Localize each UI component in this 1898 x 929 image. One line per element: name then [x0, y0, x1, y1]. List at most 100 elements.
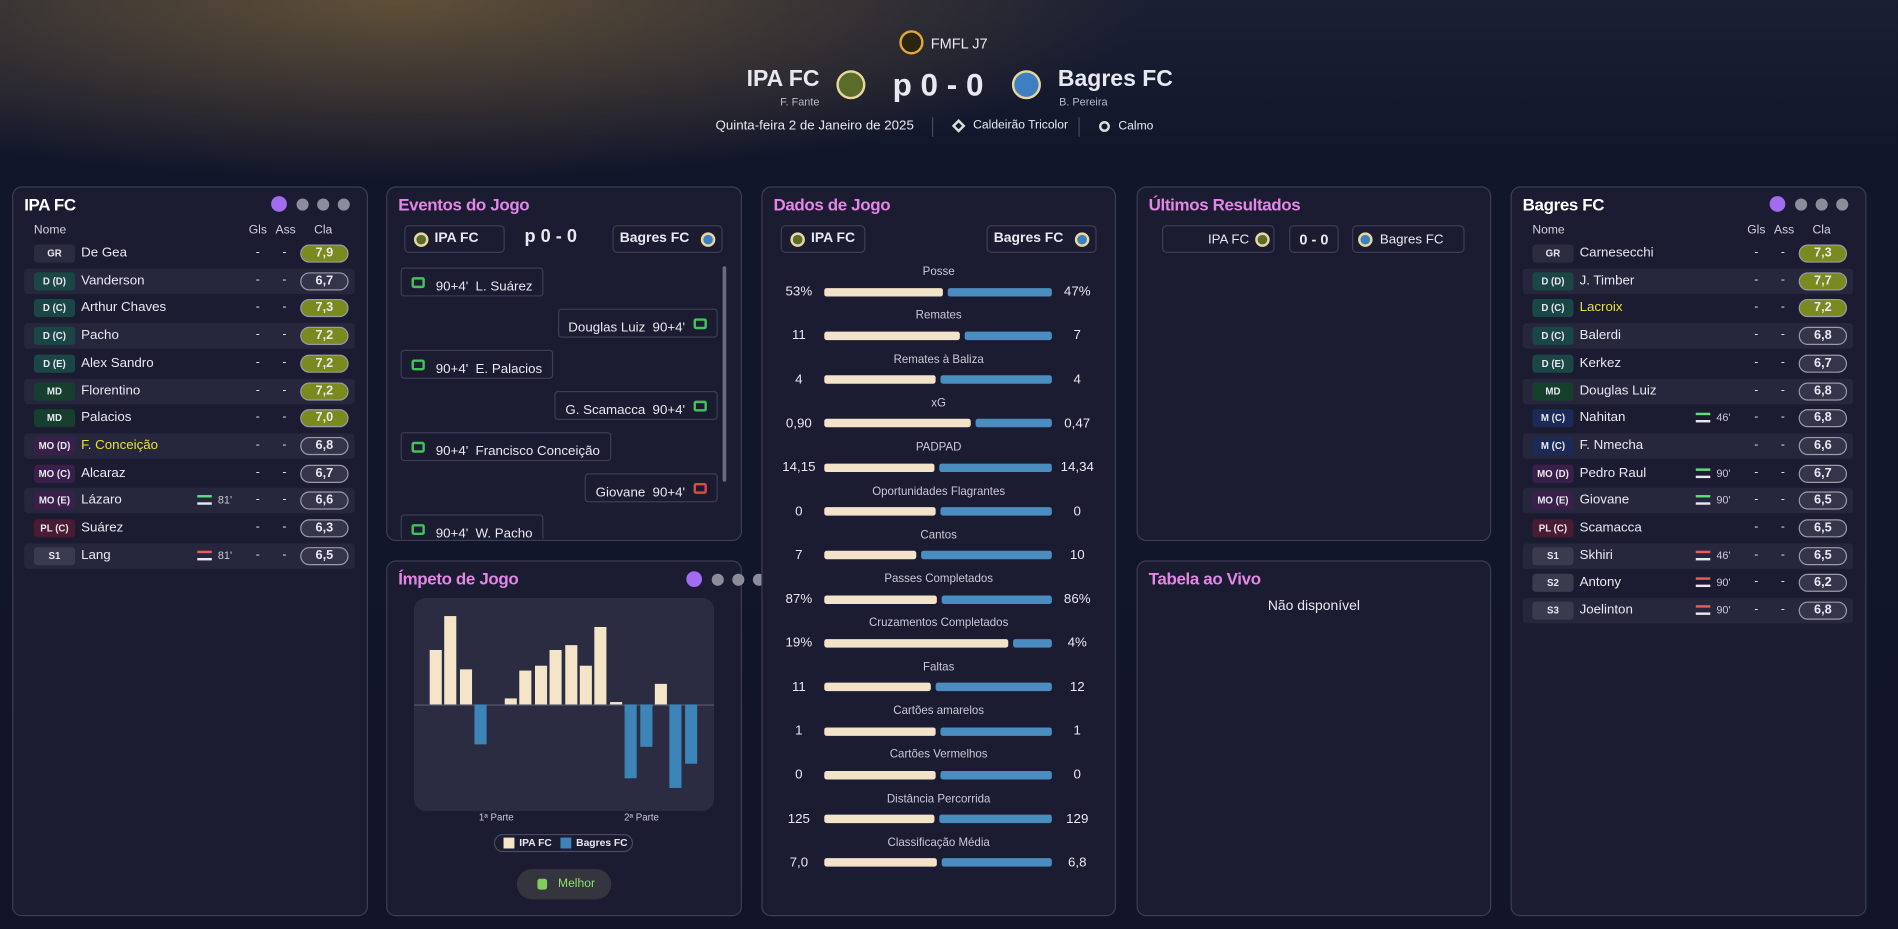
momentum-bar — [609, 702, 622, 705]
weather-icon — [1099, 121, 1110, 132]
rating: 6,8 — [300, 436, 349, 455]
stat-bar-away — [940, 507, 1052, 516]
result-score: 0 - 0 — [1299, 231, 1329, 249]
stat-label: Posse — [922, 265, 955, 279]
panel-title: Tabela ao Vivo — [1148, 568, 1261, 589]
player-name: Carnesecchi — [1579, 245, 1654, 261]
dot[interactable] — [1815, 198, 1828, 211]
rating: 6,7 — [1798, 464, 1848, 483]
thumb-icon — [537, 878, 548, 890]
sub-icon — [1695, 495, 1711, 506]
sub-minute: 46' — [1716, 549, 1731, 562]
event: Giovane 90+4' — [584, 473, 718, 503]
momentum-bar — [669, 704, 682, 788]
dot[interactable] — [1769, 196, 1786, 212]
panel-title: Eventos do Jogo — [398, 194, 530, 215]
stat-away: 4 — [1073, 372, 1081, 387]
assists: - — [282, 465, 287, 479]
assists: - — [1780, 492, 1785, 507]
dot[interactable] — [732, 573, 745, 586]
rating: 7,0 — [300, 409, 349, 428]
stat-home: 7 — [795, 548, 803, 563]
goals: - — [1754, 547, 1759, 562]
dot[interactable] — [686, 571, 703, 588]
stat-label: PADPAD — [915, 440, 962, 455]
button[interactable]: Melhor — [516, 869, 612, 900]
position-badge: D (C) — [1532, 326, 1574, 346]
stat-home: 125 — [787, 811, 810, 827]
assists: - — [282, 410, 287, 424]
team-box — [780, 225, 866, 253]
event: 90+4' W. Pacho — [400, 514, 544, 539]
stadium-icon — [951, 119, 966, 133]
sub-icon — [1695, 577, 1711, 588]
goals: - — [1754, 273, 1759, 287]
stat-home: 0 — [795, 504, 803, 519]
player-name: Balerdi — [1579, 328, 1622, 343]
rating: 7,2 — [300, 354, 349, 373]
player-name: Douglas Luiz — [1579, 383, 1657, 398]
stat-label: Oportunidades Flagrantes — [872, 484, 1006, 499]
stat-label: Passes Completados — [884, 572, 994, 586]
goals: - — [1754, 328, 1759, 342]
stat-away: 12 — [1069, 679, 1085, 695]
team-name: IPA FC — [810, 231, 856, 246]
player-name: Palacios — [81, 410, 132, 426]
rating: 6,7 — [1798, 354, 1848, 373]
stat-bar-home — [824, 858, 938, 868]
stat-away: 14,34 — [1060, 460, 1094, 475]
goals: - — [255, 355, 260, 369]
goals: - — [255, 300, 260, 314]
rating: 6,8 — [1798, 381, 1848, 401]
team-box — [612, 225, 723, 253]
assists: - — [1780, 383, 1785, 397]
stat-bar-away — [940, 770, 1052, 780]
column-header: Ass — [1774, 223, 1795, 238]
dot[interactable] — [296, 198, 309, 211]
team-box — [1352, 225, 1465, 253]
rating: 6,3 — [300, 519, 349, 538]
event-icon — [693, 318, 707, 330]
dot[interactable] — [317, 198, 330, 211]
stat-home: 11 — [791, 679, 806, 695]
team-box — [986, 225, 1097, 253]
position-badge: MO (C) — [33, 464, 76, 483]
stat-bar-home — [824, 331, 961, 340]
events-list: 90+4' L. Suárez Douglas Luiz 90+4' 90+4' E. P… — [387, 264, 726, 539]
column-header: Cla — [1812, 223, 1831, 238]
player-name: Joelinton — [1579, 602, 1633, 618]
divider — [1078, 117, 1080, 137]
dot[interactable] — [271, 196, 287, 212]
message: Não disponível — [1267, 599, 1360, 614]
stat-away: 7 — [1073, 328, 1081, 343]
score: p 0 - 0 — [892, 66, 984, 103]
row-bg — [24, 323, 355, 349]
stat-home: 7,0 — [789, 855, 809, 871]
dot[interactable] — [337, 198, 350, 211]
player-name: Lacroix — [1579, 300, 1623, 316]
momentum-bar — [579, 665, 592, 705]
dot[interactable] — [711, 573, 724, 586]
event-text: 90+4' — [435, 361, 469, 377]
goals: - — [255, 328, 260, 342]
stat-home: 87% — [785, 591, 813, 607]
event-text: 90+4' — [652, 320, 686, 336]
row-bg — [24, 488, 355, 514]
goals: - — [1754, 602, 1759, 617]
row-bg — [1522, 323, 1854, 349]
position-badge: MD — [33, 409, 76, 428]
assists: - — [1780, 602, 1785, 617]
momentum-bar — [459, 669, 472, 705]
sub-minute: 90' — [1716, 604, 1731, 617]
sub-minute: 81' — [217, 494, 233, 507]
dot[interactable] — [1836, 198, 1849, 211]
rating: 6,5 — [1798, 491, 1848, 510]
stat-bar-home — [824, 638, 1009, 648]
player-name: Pacho — [81, 328, 119, 343]
event-text: Douglas Luiz — [568, 320, 646, 336]
dot[interactable] — [1795, 198, 1808, 211]
sub-minute: 81' — [217, 549, 233, 562]
stat-label: Remates à Baliza — [893, 352, 984, 367]
